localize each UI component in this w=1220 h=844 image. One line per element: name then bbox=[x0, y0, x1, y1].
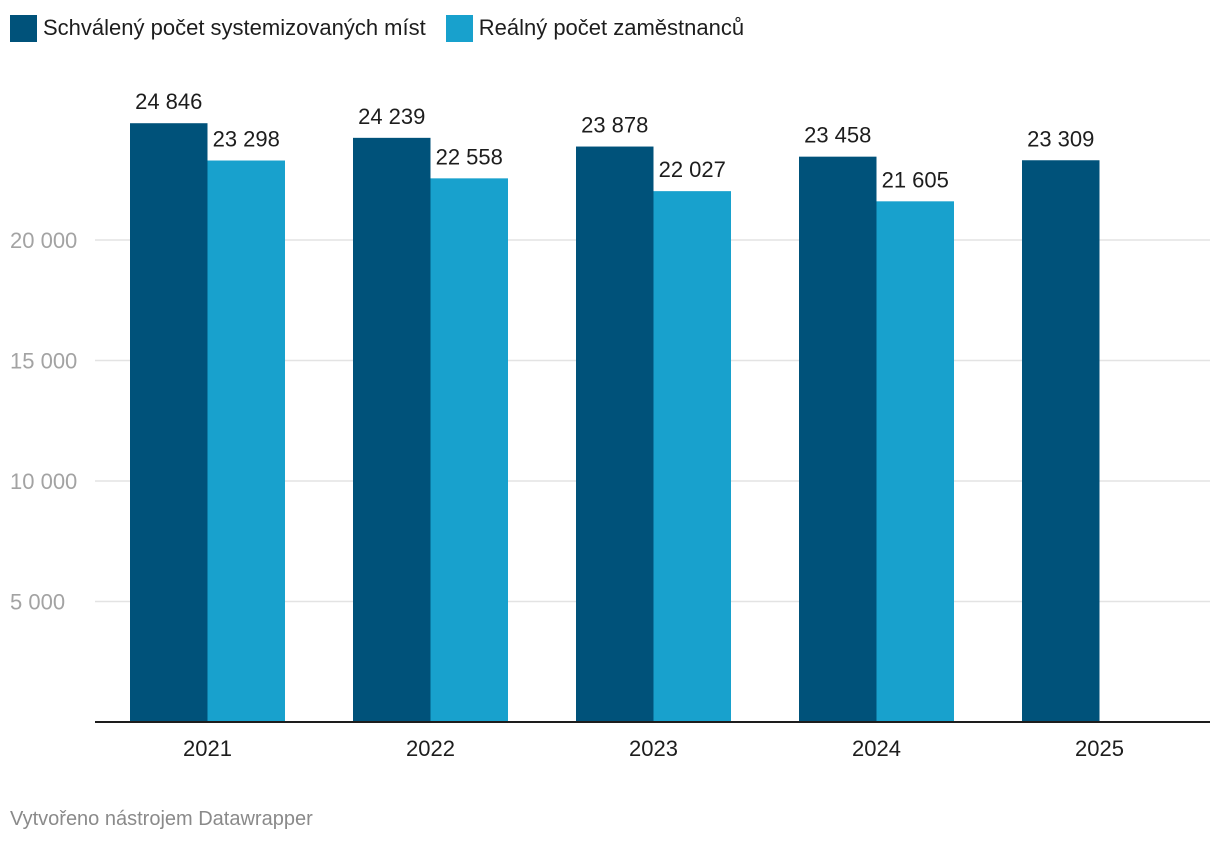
bar bbox=[799, 156, 877, 722]
bar-data-label: 24 846 bbox=[135, 89, 202, 114]
legend: Schválený počet systemizovaných míst Reá… bbox=[10, 13, 764, 43]
y-tick-label: 10 000 bbox=[10, 469, 77, 494]
bar bbox=[576, 146, 654, 722]
y-tick-label: 15 000 bbox=[10, 349, 77, 374]
bar bbox=[1022, 160, 1100, 722]
legend-item-actual: Reálný počet zaměstnanců bbox=[445, 14, 745, 42]
x-tick-label: 2025 bbox=[1075, 736, 1124, 761]
bar bbox=[430, 178, 508, 723]
bar-data-label: 22 558 bbox=[436, 144, 503, 169]
legend-label-approved: Schválený počet systemizovaných míst bbox=[43, 15, 426, 40]
bar bbox=[130, 123, 208, 722]
bar-data-label: 23 309 bbox=[1027, 126, 1094, 151]
bar-data-label: 23 878 bbox=[581, 113, 648, 138]
footer-credit: Vytvořeno nástrojem Datawrapper bbox=[10, 808, 313, 830]
bar-data-label: 23 458 bbox=[804, 123, 871, 148]
x-tick-label: 2021 bbox=[183, 736, 232, 761]
bar bbox=[653, 191, 731, 723]
bar bbox=[207, 160, 285, 723]
y-tick-label: 5 000 bbox=[10, 590, 65, 615]
bar-data-label: 21 605 bbox=[882, 167, 949, 192]
bar-chart: 5 000 10 000 15 000 20 000 24 846 23 298 2021 2… bbox=[10, 89, 1210, 761]
y-tick-label: 20 000 bbox=[10, 228, 77, 253]
bar bbox=[353, 137, 431, 723]
legend-swatch-approved bbox=[10, 14, 37, 42]
x-tick-label: 2023 bbox=[629, 736, 678, 761]
bar-data-label: 23 298 bbox=[213, 127, 280, 152]
legend-swatch-actual bbox=[445, 14, 473, 42]
bar bbox=[876, 201, 954, 722]
bar-data-label: 24 239 bbox=[358, 104, 425, 129]
x-tick-label: 2022 bbox=[406, 736, 455, 761]
bar-data-label: 22 027 bbox=[659, 157, 726, 182]
legend-label-actual: Reálný počet zaměstnanců bbox=[478, 15, 745, 40]
legend-item-approved: Schválený počet systemizovaných míst bbox=[10, 14, 426, 42]
x-tick-label: 2024 bbox=[852, 736, 901, 761]
